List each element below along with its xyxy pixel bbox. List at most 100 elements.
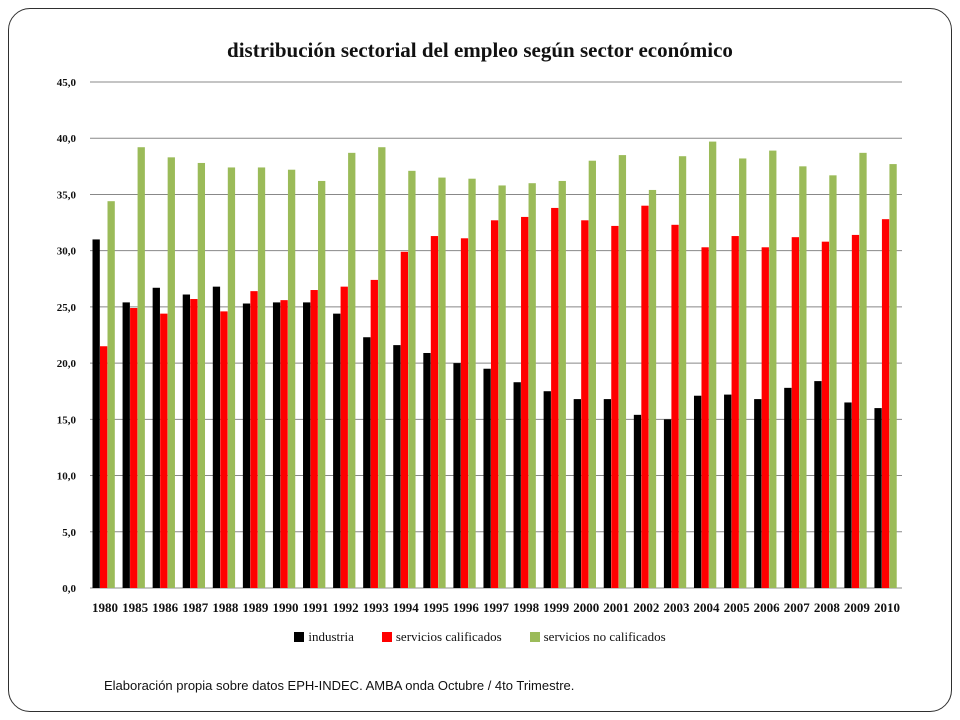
x-tick-label: 1994: [393, 600, 420, 615]
chart-legend: industria servicios calificados servicio…: [0, 629, 960, 645]
x-tick-label: 2000: [573, 600, 599, 615]
x-tick-label: 1993: [363, 600, 390, 615]
chart-title: distribución sectorial del empleo según …: [227, 38, 733, 62]
y-tick-label: 10,0: [57, 471, 77, 483]
bar-industria-1999: [543, 391, 551, 588]
bar-servicios-no-calificados-1987: [197, 162, 206, 588]
bar-servicios-calificados-1994: [400, 251, 409, 588]
bar-servicios-no-calificados-1991: [318, 180, 326, 588]
x-tick-label: 2009: [844, 600, 871, 615]
bar-servicios-calificados-1987: [190, 299, 198, 588]
bar-industria-1989: [242, 303, 251, 588]
y-tick-label: 15,0: [57, 414, 77, 426]
bar-servicios-calificados-2010: [881, 219, 890, 588]
bar-industria-1985: [122, 302, 130, 588]
bar-servicios-no-calificados-2001: [618, 155, 627, 589]
bar-servicios-no-calificados-1986: [167, 157, 175, 589]
x-tick-label: 1986: [152, 600, 179, 615]
bar-servicios-calificados-2009: [851, 234, 860, 588]
bar-servicios-calificados-1997: [490, 220, 499, 588]
legend-swatch-servicios-no-calificados: [529, 632, 540, 642]
bar-servicios-calificados-2005: [731, 236, 739, 588]
bar-servicios-no-calificados-2006: [769, 150, 777, 588]
bar-servicios-no-calificados-2010: [889, 164, 897, 588]
x-tick-label: 2005: [724, 600, 751, 615]
y-tick-label: 40,0: [57, 133, 77, 145]
bar-industria-1997: [483, 368, 491, 588]
bar-servicios-calificados-1996: [460, 238, 469, 588]
bar-servicios-no-calificados-2005: [739, 158, 747, 588]
bar-servicios-no-calificados-1980: [107, 201, 115, 589]
x-tick-label: 1985: [122, 600, 149, 615]
bar-industria-2002: [633, 414, 642, 588]
bar-servicios-no-calificados-2003: [678, 156, 687, 589]
legend-label-servicios-calificados: servicios calificados: [395, 629, 502, 644]
bar-industria-2009: [844, 402, 852, 588]
bar-servicios-calificados-1995: [430, 236, 439, 588]
x-tick-label: 1996: [453, 600, 480, 615]
y-tick-label: 0,0: [62, 583, 76, 595]
x-tick-label: 2001: [603, 600, 629, 615]
bar-servicios-no-calificados-1995: [438, 177, 446, 589]
bar-industria-1994: [393, 345, 401, 588]
bar-industria-2005: [724, 394, 732, 588]
bar-servicios-calificados-2007: [791, 237, 800, 588]
bar-servicios-calificados-2001: [611, 225, 619, 588]
bar-industria-1991: [303, 302, 311, 588]
y-tick-label: 25,0: [57, 302, 77, 314]
bar-servicios-calificados-2000: [581, 220, 589, 588]
bar-servicios-no-calificados-2000: [588, 160, 596, 588]
bar-industria-2010: [874, 408, 882, 588]
bar-servicios-calificados-2006: [761, 247, 769, 588]
x-tick-label: 2002: [633, 600, 659, 615]
bar-industria-1990: [272, 302, 281, 588]
bar-industria-2003: [663, 419, 672, 588]
bar-servicios-calificados-2004: [701, 247, 709, 588]
y-tick-label: 45,0: [57, 77, 77, 89]
x-tick-label: 2004: [694, 600, 721, 615]
bar-servicios-calificados-1990: [280, 300, 288, 588]
bar-servicios-calificados-1992: [340, 286, 348, 588]
bar-servicios-calificados-1980: [100, 346, 108, 588]
x-tick-label: 1990: [272, 600, 298, 615]
legend-item-servicios-calificados: servicios calificados: [381, 629, 502, 645]
bar-servicios-no-calificados-1998: [528, 183, 536, 588]
bar-servicios-calificados-2002: [641, 205, 649, 588]
bar-industria-1986: [152, 287, 160, 588]
bar-servicios-calificados-1985: [130, 308, 138, 588]
x-tick-label: 1987: [182, 600, 209, 615]
bar-servicios-calificados-1991: [310, 290, 318, 588]
bar-servicios-calificados-1998: [521, 216, 529, 588]
legend-label-industria: industria: [308, 629, 354, 644]
bar-industria-1980: [92, 239, 100, 588]
bar-servicios-no-calificados-1989: [257, 167, 266, 589]
bar-industria-2006: [754, 399, 762, 588]
x-tick-label: 1995: [423, 600, 450, 615]
bar-servicios-calificados-1986: [160, 313, 168, 588]
bar-servicios-no-calificados-2002: [648, 189, 657, 589]
x-tick-label: 1980: [92, 600, 118, 615]
bar-servicios-calificados-1989: [250, 291, 258, 588]
bar-servicios-no-calificados-1990: [287, 169, 296, 588]
bar-industria-1998: [513, 382, 521, 588]
bar-industria-1987: [182, 294, 191, 588]
bar-servicios-no-calificados-2009: [859, 152, 867, 588]
bar-servicios-no-calificados-1997: [498, 185, 506, 588]
bar-servicios-calificados-1988: [220, 311, 228, 588]
y-tick-label: 20,0: [57, 358, 77, 370]
x-tick-label: 2006: [754, 600, 781, 615]
x-tick-label: 2010: [874, 600, 900, 615]
bar-servicios-calificados-2008: [821, 241, 830, 588]
bar-servicios-calificados-1993: [370, 279, 378, 588]
legend-swatch-industria: [294, 632, 305, 642]
x-tick-label: 1999: [543, 600, 570, 615]
legend-item-industria: industria: [294, 629, 354, 645]
bar-servicios-no-calificados-2007: [799, 166, 807, 589]
x-tick-label: 2008: [814, 600, 841, 615]
x-tick-label: 1992: [333, 600, 359, 615]
bar-servicios-calificados-1999: [551, 207, 559, 588]
bar-servicios-no-calificados-2008: [829, 175, 837, 588]
bar-industria-2000: [573, 399, 581, 588]
bar-industria-1988: [212, 286, 221, 588]
